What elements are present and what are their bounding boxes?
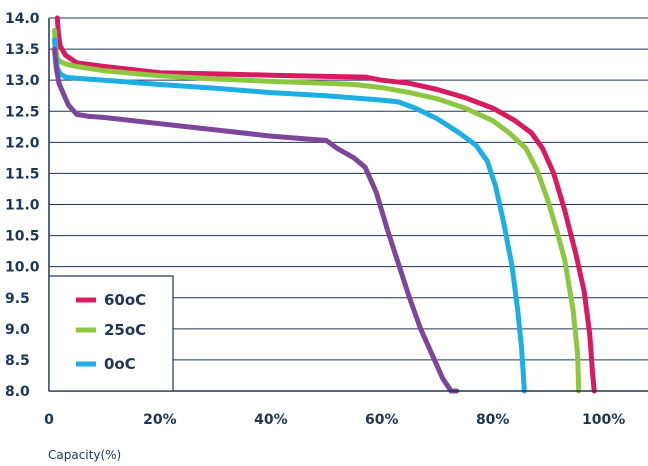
legend-label-25oc: 25oC [104, 321, 146, 339]
y-tick-label: 13.5 [5, 42, 40, 58]
y-tick-label: 10.0 [5, 260, 40, 276]
series-line-unlabeled-3 [52, 46, 460, 394]
x-tick-label: 40% [254, 412, 288, 428]
x-tick-label: 80% [476, 412, 510, 428]
y-tick-label: 10.5 [5, 229, 40, 245]
y-tick-label: 9.5 [5, 291, 30, 307]
series-line-60oc [54, 15, 597, 394]
legend-label-60oc: 60oC [104, 291, 146, 309]
y-tick-label: 12.0 [5, 135, 40, 151]
y-tick-label: 12.5 [5, 104, 40, 120]
series-line-0oc [52, 37, 527, 394]
x-tick-label: 60% [365, 412, 399, 428]
y-tick-label: 14.0 [5, 11, 40, 27]
y-tick-label: 8.0 [5, 384, 30, 400]
x-axis-label: Capacity(%) [48, 448, 121, 462]
series-line-25oc [52, 27, 582, 394]
y-tick-label: 11.0 [5, 198, 40, 214]
x-tick-labels: 0 20% 40% 60% 80% 100% [44, 412, 625, 428]
x-tick-label: 0 [44, 412, 54, 428]
legend-box [48, 275, 174, 392]
y-tick-label: 9.0 [5, 322, 30, 338]
y-tick-labels: 8.0 8.5 9.0 9.5 10.0 10.5 11.0 11.5 12.0 12.5 13.0… [5, 11, 40, 400]
legend: 60oC 25oC 0oC [48, 275, 174, 392]
series-lines [52, 15, 597, 394]
x-tick-label: 20% [143, 412, 177, 428]
x-tick-label: 100% [582, 412, 625, 428]
y-tick-label: 8.5 [5, 353, 30, 369]
y-tick-label: 11.5 [5, 166, 40, 182]
y-tick-label: 13.0 [5, 73, 40, 89]
legend-label-0oc: 0oC [104, 355, 136, 373]
